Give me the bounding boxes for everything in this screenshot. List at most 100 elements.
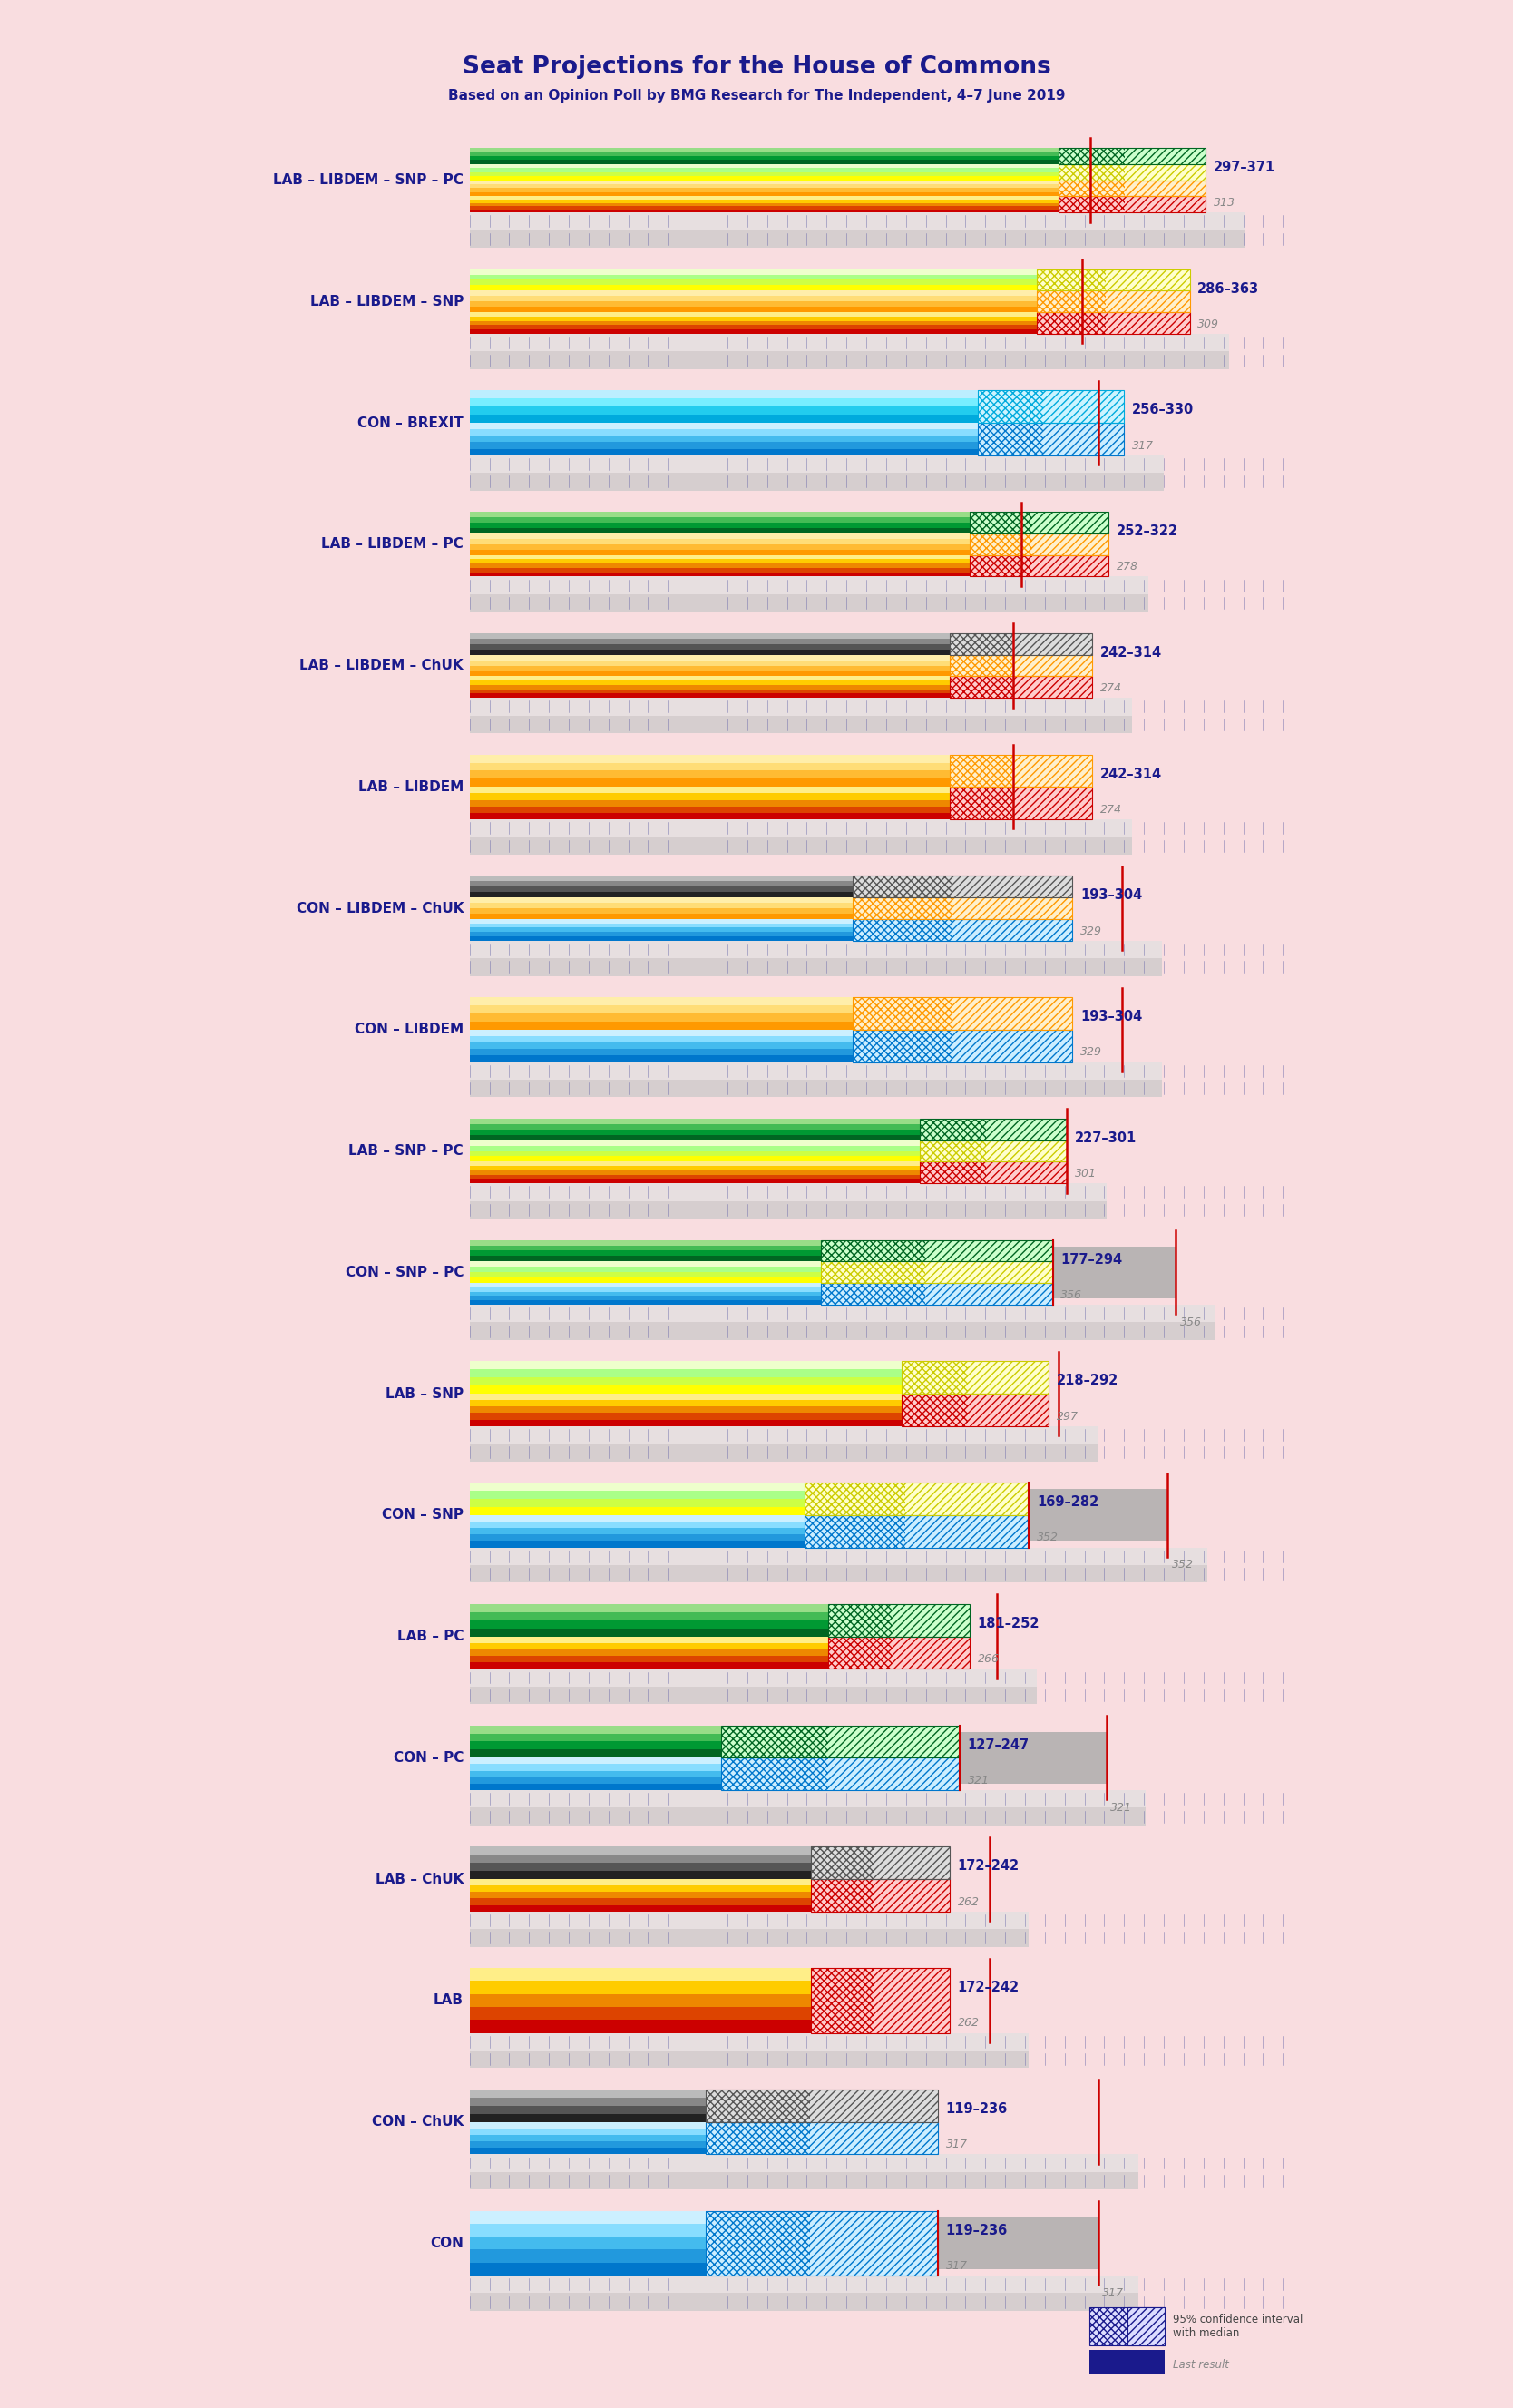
Bar [924,1283,1053,1305]
Bar [469,1305,1215,1322]
Bar [950,754,1014,787]
Text: 252–322: 252–322 [1117,525,1179,537]
Bar [469,2155,1138,2172]
Bar [469,188,1059,193]
Text: 119–236: 119–236 [946,2102,1008,2117]
Bar [469,1734,722,1741]
Bar [469,1262,820,1267]
Bar [1059,147,1206,164]
Bar [902,1361,1049,1394]
Text: 321: 321 [967,1775,990,1787]
Bar [469,563,970,568]
Text: LAB – LIBDEM – PC: LAB – LIBDEM – PC [321,537,463,551]
Bar [469,414,977,424]
Bar [469,1202,1106,1218]
Bar [952,877,1073,898]
Bar [469,2211,705,2223]
Bar [469,1035,852,1043]
Text: 242–314: 242–314 [1100,645,1162,660]
Bar [977,424,1124,455]
Bar [469,279,1036,284]
Bar [469,1300,820,1305]
Text: 95% confidence interval
with median: 95% confidence interval with median [1173,2314,1303,2338]
Bar [722,1758,829,1789]
Bar [1059,181,1206,197]
Bar [469,325,1036,330]
Bar [811,1967,950,2032]
Bar [469,2121,705,2129]
Bar [469,1912,1029,1929]
Bar [469,330,1036,335]
Bar [829,1637,970,1669]
Bar [469,436,977,443]
Text: LAB – ChUK: LAB – ChUK [375,1873,463,1885]
Bar [469,429,977,436]
Bar [469,2052,1029,2068]
Bar [820,1240,924,1262]
Bar [952,1031,1073,1062]
Bar [469,1014,852,1021]
Bar [469,633,950,638]
Bar [469,181,1059,183]
Bar [469,1004,852,1014]
Bar [805,1515,906,1548]
Bar [469,518,970,523]
Bar [469,169,1059,171]
Bar [469,1245,820,1250]
Bar [469,922,852,927]
Bar [950,677,1014,698]
Bar [811,1878,873,1912]
Bar [829,1604,970,1637]
Bar [469,681,950,684]
Bar [469,958,1162,975]
Bar [469,568,970,573]
Bar [469,2141,705,2148]
Text: CON – PC: CON – PC [393,1751,463,1765]
Text: 218–292: 218–292 [1056,1375,1118,1387]
Bar [469,535,970,539]
Bar [811,1967,873,2032]
Text: LAB – LIBDEM – SNP – PC: LAB – LIBDEM – SNP – PC [274,173,463,188]
Bar [970,513,1032,535]
Bar [469,527,970,535]
Bar [722,1724,829,1758]
Bar [852,898,952,920]
Bar [970,535,1032,554]
Bar [469,554,970,559]
Bar [469,2172,1138,2189]
Bar [469,197,1059,200]
Bar [469,1751,722,1758]
Bar [469,1250,820,1257]
Bar [820,1283,924,1305]
Bar [469,1565,1207,1582]
Text: 329: 329 [1080,1047,1103,1057]
Bar [469,296,1036,301]
Text: LAB – LIBDEM: LAB – LIBDEM [359,780,463,795]
Bar [1106,291,1189,313]
Bar [1029,1488,1168,1541]
Text: 352: 352 [1036,1531,1059,1544]
Bar [1036,313,1106,335]
Bar [924,1240,1053,1262]
Bar [820,1283,1053,1305]
Bar [852,997,1073,1031]
Text: CON – SNP – PC: CON – SNP – PC [345,1267,463,1279]
Bar [1014,754,1092,787]
Bar [469,1642,829,1649]
Bar [469,694,950,698]
Bar [469,913,852,920]
Bar [1059,164,1124,181]
Bar [852,1031,1073,1062]
Bar [705,2090,809,2121]
Bar [950,677,1092,698]
Bar [852,920,1073,942]
Bar [952,920,1073,942]
Bar [811,1878,950,1912]
Bar [986,1161,1067,1182]
Bar [469,1175,920,1180]
Bar [469,313,1036,315]
Text: 352: 352 [1171,1560,1194,1570]
Bar [1014,633,1092,655]
Bar [1059,197,1124,212]
Bar [469,1669,1036,1686]
